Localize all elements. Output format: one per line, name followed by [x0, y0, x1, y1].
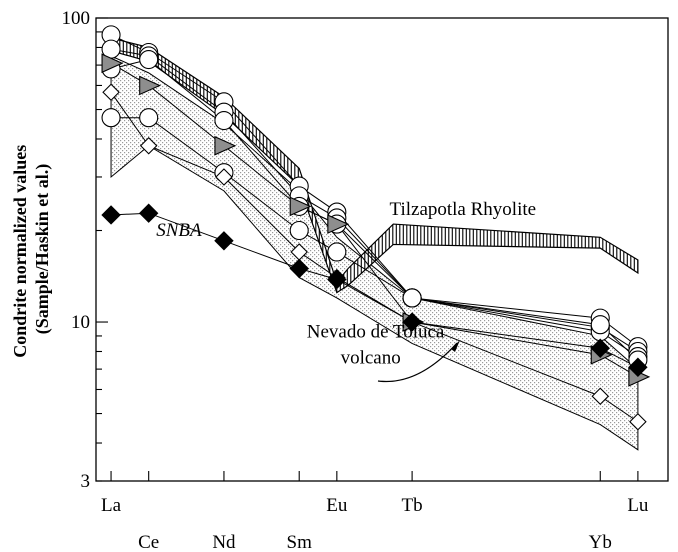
y-tick-label-100: 100	[62, 8, 91, 29]
series-line-2	[110, 48, 639, 352]
series-line-6	[110, 91, 639, 423]
series-markers	[101, 25, 651, 431]
point-s4-6	[402, 288, 422, 308]
point-s3-3	[214, 110, 234, 131]
plot-frame	[95, 17, 669, 482]
point-s7-7	[590, 338, 610, 358]
point-s6-7	[591, 387, 610, 406]
y-tick-label-3: 3	[81, 471, 91, 492]
point-s7-5	[327, 269, 347, 290]
annotation-arrowhead	[451, 340, 460, 352]
point-s7-2	[138, 203, 159, 223]
y-axis-label-line-2: (Sample/Haskin et al.)	[32, 164, 53, 335]
y-tick-label-10: 10	[71, 312, 90, 333]
point-s7-3	[214, 231, 234, 251]
x-tick-label-sm: Sm	[287, 532, 313, 552]
x-tick-label-nd: Nd	[212, 532, 236, 552]
point-s4-4	[289, 220, 309, 241]
point-s7-6	[402, 312, 422, 332]
annotation-3: Nevado de Toluca	[307, 321, 445, 342]
annotation-4: volcano	[341, 348, 401, 369]
point-s7-4	[289, 258, 309, 279]
x-tick-label-eu: Eu	[326, 495, 348, 516]
point-s5-3	[214, 135, 237, 156]
point-s4-5	[327, 242, 347, 262]
point-s5-1	[101, 53, 124, 74]
series-line-1	[110, 34, 639, 348]
x-tick-label-ce: Ce	[138, 532, 159, 552]
series-line-5	[110, 62, 639, 378]
y-axis-label-line-1: Condrite normalized values	[10, 145, 30, 358]
x-tick-label-yb: Yb	[589, 532, 612, 552]
series-lines	[110, 34, 639, 423]
annotation-arrow	[377, 342, 458, 383]
series	[101, 25, 651, 431]
point-s6-8	[629, 412, 647, 431]
point-s5-4	[289, 196, 312, 217]
point-s6-1	[102, 83, 120, 101]
x-tick-label-tb: Tb	[402, 495, 423, 516]
point-s5-5	[327, 214, 350, 234]
annotation-1: Tilzapotla Rhyolite	[390, 199, 537, 220]
y-axis-label: Condrite normalized values (Sample/Haski…	[10, 140, 53, 358]
point-s3-2	[139, 50, 159, 70]
x-tick-label-lu: Lu	[627, 495, 649, 516]
annotations: Tilzapotla Rhyolite SNBA Nevado de Toluca v…	[156, 199, 537, 383]
x-tick-label-la: La	[101, 495, 122, 516]
axes: 3 10 100 La Ce Nd Sm Eu Tb Yb Lu	[62, 8, 649, 552]
point-s7-1	[101, 205, 121, 225]
point-s5-2	[139, 75, 162, 96]
point-s6-2	[139, 136, 158, 155]
fields	[110, 37, 639, 451]
series-line-4	[111, 117, 639, 361]
annotation-2: SNBA	[156, 220, 202, 241]
point-s4-7	[590, 315, 610, 335]
point-s7-8	[628, 357, 648, 377]
series-line-7	[111, 212, 639, 368]
point-s4-1	[101, 108, 121, 128]
point-s4-2	[139, 108, 159, 128]
point-s6-3	[215, 168, 233, 186]
